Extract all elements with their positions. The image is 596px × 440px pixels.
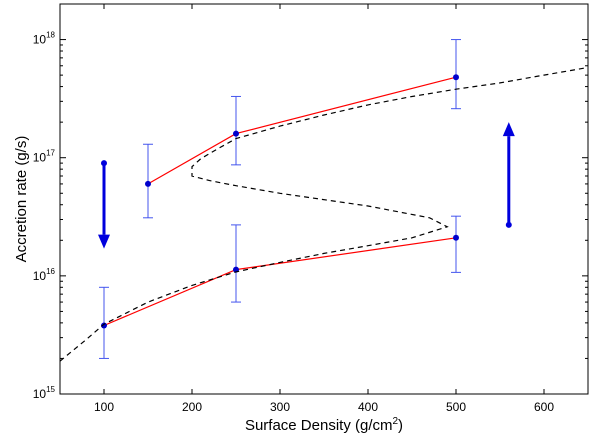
x-tick-label: 200 (182, 400, 202, 414)
y-tick-label: 1015 (33, 385, 56, 401)
theory-curve-dashed (60, 66, 588, 362)
arrow-down-head (98, 234, 110, 249)
data-point (145, 180, 151, 187)
arrow-layer (98, 122, 515, 249)
x-tick-label: 100 (94, 400, 114, 414)
series-layer (60, 39, 588, 362)
x-tick-label: 300 (270, 400, 290, 414)
x-axis-ticks: 100 200 300 400 500 600 (94, 4, 554, 414)
x-tick-label: 400 (358, 400, 378, 414)
y-axis-ticks: 1015 1016 1017 1018 (33, 3, 588, 401)
data-point (453, 74, 459, 81)
data-point (453, 234, 459, 241)
x-tick-label: 500 (446, 400, 466, 414)
y-tick-label: 1018 (33, 31, 56, 47)
x-tick-label: 600 (534, 400, 554, 414)
arrow-up-head (502, 122, 515, 137)
y-axis-label: Accretion rate (g/s) (13, 136, 30, 263)
x-axis-label: Surface Density (g/cm2) (245, 416, 403, 434)
data-point (233, 130, 239, 137)
y-tick-label: 1016 (33, 267, 56, 283)
y-tick-label: 1017 (33, 149, 56, 165)
